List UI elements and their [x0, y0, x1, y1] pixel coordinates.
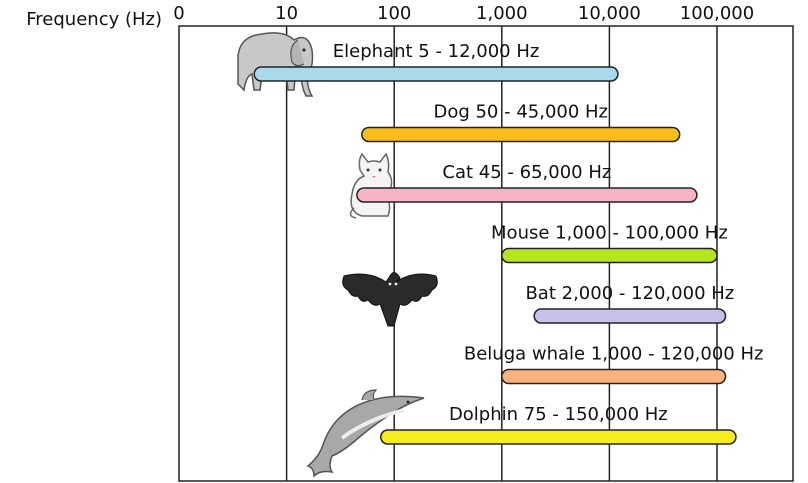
x-tick-label: 1,000 [476, 3, 528, 24]
range-label: Elephant 5 - 12,000 Hz [333, 41, 540, 62]
range-bar [380, 429, 737, 445]
range-label: Dolphin 75 - 150,000 Hz [449, 404, 668, 425]
bat-icon [342, 272, 438, 327]
x-tick-label: 10,000 [578, 3, 641, 24]
range-label: Beluga whale 1,000 - 120,000 Hz [464, 344, 764, 365]
range-bars [253, 66, 737, 445]
range-bar [501, 368, 727, 385]
range-bar [356, 187, 698, 203]
range-labels: Elephant 5 - 12,000 Hz Dog 50 - 45,000 Hz… [333, 41, 764, 425]
x-tick-label: 100 [377, 3, 411, 24]
axis-title: Frequency (Hz) [26, 9, 162, 30]
dolphin-icon [306, 389, 425, 478]
range-label: Dog 50 - 45,000 Hz [433, 102, 608, 123]
range-label: Bat 2,000 - 120,000 Hz [525, 283, 734, 304]
x-tick-label: 100,000 [680, 3, 754, 24]
range-bar [533, 308, 727, 324]
range-label: Mouse 1,000 - 100,000 Hz [491, 223, 728, 244]
x-tick-label: 10 [275, 3, 298, 24]
x-tick-label: 0 [173, 3, 184, 24]
range-label: Cat 45 - 65,000 Hz [442, 162, 611, 183]
range-bar [253, 66, 619, 82]
range-bar [501, 247, 718, 264]
tick-labels: 0 10 100 1,000 10,000 100,000 [173, 3, 754, 24]
range-bar [361, 126, 681, 143]
